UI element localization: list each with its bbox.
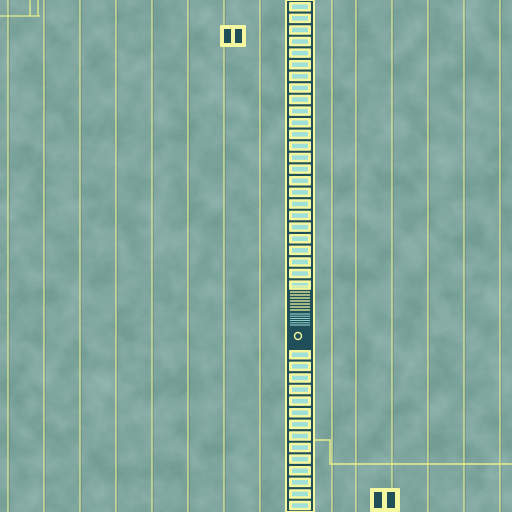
via-window bbox=[292, 259, 308, 265]
via-window bbox=[292, 74, 308, 79]
via-window bbox=[292, 503, 308, 508]
contact-pad-window bbox=[374, 492, 382, 508]
via-window bbox=[292, 364, 308, 369]
via-window bbox=[292, 16, 308, 21]
via-window bbox=[292, 213, 308, 218]
route-line bbox=[312, 439, 512, 465]
contact-pad bbox=[220, 25, 246, 47]
via-window bbox=[292, 50, 308, 56]
via-window bbox=[292, 248, 308, 253]
via-window bbox=[292, 387, 308, 392]
via-pad-column bbox=[285, 0, 315, 512]
via-window bbox=[292, 398, 308, 404]
via-window bbox=[292, 236, 308, 241]
via-window bbox=[292, 97, 308, 102]
via-window bbox=[292, 4, 308, 9]
via-window bbox=[292, 62, 308, 67]
via-window bbox=[292, 352, 308, 357]
via-window bbox=[292, 433, 308, 439]
via-window bbox=[292, 480, 308, 485]
via-window bbox=[292, 39, 308, 44]
via-window bbox=[292, 201, 308, 207]
contact-pad-window bbox=[387, 492, 395, 508]
lower-right-route bbox=[312, 439, 512, 465]
via-window bbox=[292, 422, 308, 427]
via-window bbox=[292, 178, 308, 183]
via-window bbox=[292, 468, 308, 473]
via-window bbox=[292, 27, 308, 33]
via-window bbox=[292, 224, 308, 230]
via-window bbox=[292, 108, 308, 114]
via-window bbox=[292, 155, 308, 160]
via-window bbox=[292, 190, 308, 195]
via-window bbox=[292, 375, 308, 381]
via-window bbox=[292, 132, 308, 137]
via-window bbox=[292, 456, 308, 462]
via-window bbox=[292, 491, 308, 497]
contact-pad-window bbox=[224, 29, 231, 43]
via-window bbox=[292, 143, 308, 149]
via-window bbox=[292, 445, 308, 450]
via-window bbox=[292, 410, 308, 415]
alignment-mark bbox=[293, 331, 303, 341]
contact-pad-window bbox=[235, 29, 242, 43]
via-window bbox=[292, 85, 308, 91]
via-window bbox=[292, 120, 308, 125]
via-window bbox=[292, 166, 308, 172]
top-contact-pad bbox=[220, 25, 246, 47]
bottom-contact-pad bbox=[370, 488, 400, 512]
via-window bbox=[292, 282, 308, 288]
via-window bbox=[292, 271, 308, 276]
